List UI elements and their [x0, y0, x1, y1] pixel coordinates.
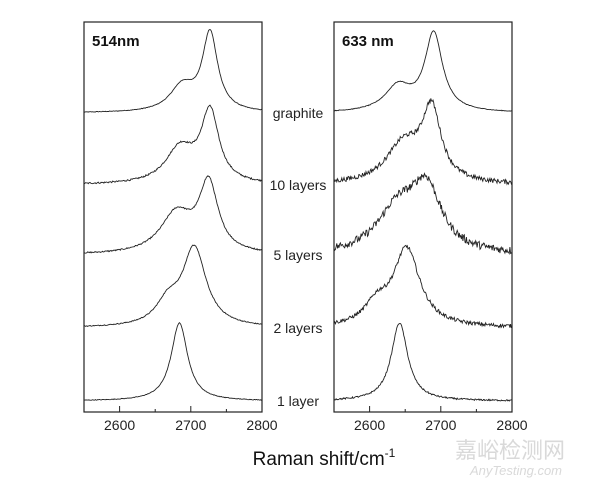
x-tick-label: 2800 — [496, 417, 527, 433]
spectrum-5-layers — [84, 175, 263, 254]
layer-label: 5 layers — [273, 247, 322, 263]
layer-label: 1 layer — [277, 393, 319, 409]
spectrum-10-layers — [333, 98, 513, 186]
x-tick-label: 2600 — [104, 417, 135, 433]
spectrum-graphite — [83, 28, 263, 113]
panel-514nm: 514nm 2600 2700 2800 — [83, 21, 278, 433]
x-tick-label: 2800 — [246, 417, 277, 433]
panel-title: 514nm — [92, 33, 140, 50]
watermark-en: AnyTesting.com — [469, 463, 562, 478]
layer-labels: graphite 10 layers 5 layers 2 layers 1 layer — [270, 105, 327, 409]
spectrum-1-layer — [333, 323, 512, 402]
x-tick-label: 2700 — [425, 417, 456, 433]
watermark-cn: 嘉峪检测网 — [455, 439, 565, 464]
spectrum-2-layers — [83, 244, 262, 327]
plot-frame — [83, 21, 263, 413]
panel-title: 633 nm — [342, 33, 394, 50]
plot-frame — [333, 21, 513, 413]
spectrum-10-layers — [83, 104, 263, 185]
x-axis-label: Raman shift/cm-1 — [253, 446, 396, 470]
panel-633nm: 633 nm 2600 2700 2800 — [333, 21, 528, 433]
spectrum-1-layer — [83, 322, 263, 401]
layer-label: 2 layers — [273, 320, 322, 336]
spectrum-graphite — [333, 30, 513, 112]
x-tick-label: 2600 — [354, 417, 385, 433]
spectrum-5-layers — [333, 172, 513, 255]
layer-label: graphite — [273, 105, 324, 121]
x-tick-label: 2700 — [175, 417, 206, 433]
layer-label: 10 layers — [270, 177, 327, 193]
spectrum-2-layers — [333, 244, 513, 329]
